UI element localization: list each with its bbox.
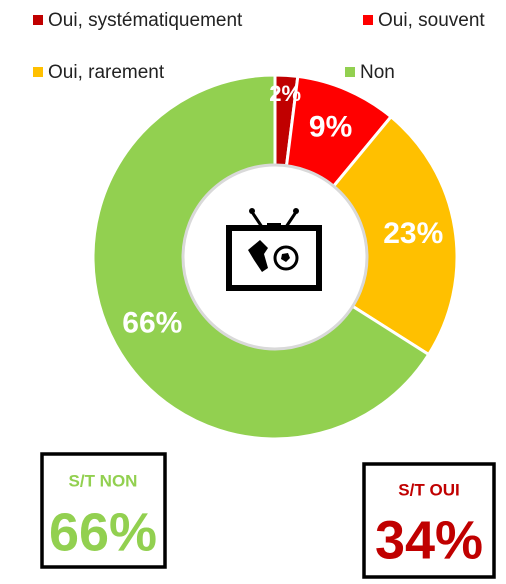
summary-value: 34% (375, 510, 483, 570)
legend-label: Non (360, 62, 395, 83)
legend: Oui, systématiquement Oui, souvent Oui, ra… (33, 10, 485, 83)
value-labels: 2% 9% 23% 66% (122, 81, 443, 339)
legend-swatch (363, 15, 373, 25)
summary-label: S/T NON (69, 471, 138, 490)
summary-box (362, 462, 496, 579)
value-label: 2% (269, 81, 301, 106)
summary-value: 66% (49, 502, 157, 562)
summary-label: S/T OUI (398, 480, 459, 499)
legend-swatch (33, 67, 43, 77)
legend-label: Oui, systématiquement (48, 10, 243, 31)
value-label: 23% (383, 217, 443, 250)
summary-box (40, 452, 167, 569)
legend-label: Oui, souvent (378, 10, 485, 31)
value-label: 9% (309, 110, 352, 143)
donut (91, 73, 459, 441)
value-label: 66% (122, 306, 182, 339)
legend-swatch (345, 67, 355, 77)
legend-swatch (33, 15, 43, 25)
legend-label: Oui, rarement (48, 62, 165, 83)
tv-icon (226, 208, 322, 291)
